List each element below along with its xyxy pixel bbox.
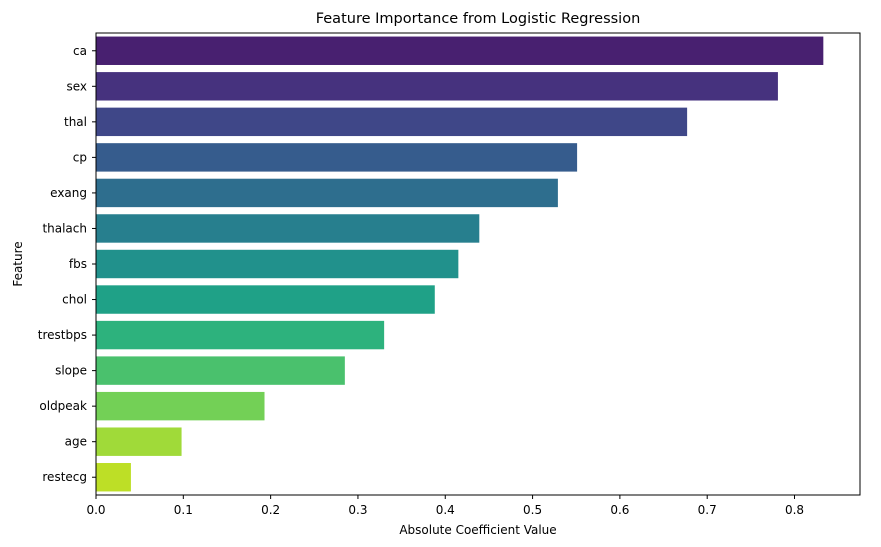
y-tick-label: fbs [69,257,87,271]
x-tick-label: 0.2 [261,503,280,517]
bar-ca [96,36,824,65]
bars-group [96,36,824,492]
y-tick-label: age [65,435,87,449]
x-tick-label: 0.7 [698,503,717,517]
x-tick-label: 0.4 [436,503,455,517]
bar-fbs [96,249,459,279]
y-tick-label: cp [73,150,87,164]
x-tick-label: 0.3 [348,503,367,517]
bar-exang [96,178,558,208]
y-tick-label: slope [55,364,87,378]
x-axis-label: Absolute Coefficient Value [399,523,556,537]
x-tick-label: 0.0 [86,503,105,517]
x-tick-label: 0.5 [523,503,542,517]
y-tick-label: chol [62,293,87,307]
y-tick-label: restecg [42,470,87,484]
x-tick-label: 0.8 [785,503,804,517]
y-tick-label: ca [73,44,87,58]
y-tick-label: trestbps [38,328,87,342]
bar-oldpeak [96,391,265,421]
y-axis-label: Feature [11,241,25,286]
chart-title: Feature Importance from Logistic Regress… [316,11,641,27]
y-tick-label: thal [64,115,87,129]
bar-chol [96,285,435,314]
bar-thal [96,107,688,137]
bar-trestbps [96,320,385,350]
y-tick-label: exang [50,186,87,200]
bar-age [96,427,182,456]
y-tick-label: sex [66,79,87,93]
x-tick-label: 0.6 [610,503,629,517]
x-tick-label: 0.1 [174,503,193,517]
bar-thalach [96,214,480,243]
plot-frame [95,32,861,496]
bar-slope [96,356,345,385]
y-tick-label: oldpeak [39,399,87,413]
bar-restecg [96,463,131,492]
x-axis-ticks: 0.0 0.1 0.2 0.3 0.4 0.5 0.6 0.7 0.8 [86,495,804,517]
bar-cp [96,143,578,172]
y-axis-ticks: ca sex thal cp exang thalach fbs chol trestbps sl… [38,44,96,484]
y-tick-label: thalach [42,221,87,235]
bar-sex [96,72,778,101]
